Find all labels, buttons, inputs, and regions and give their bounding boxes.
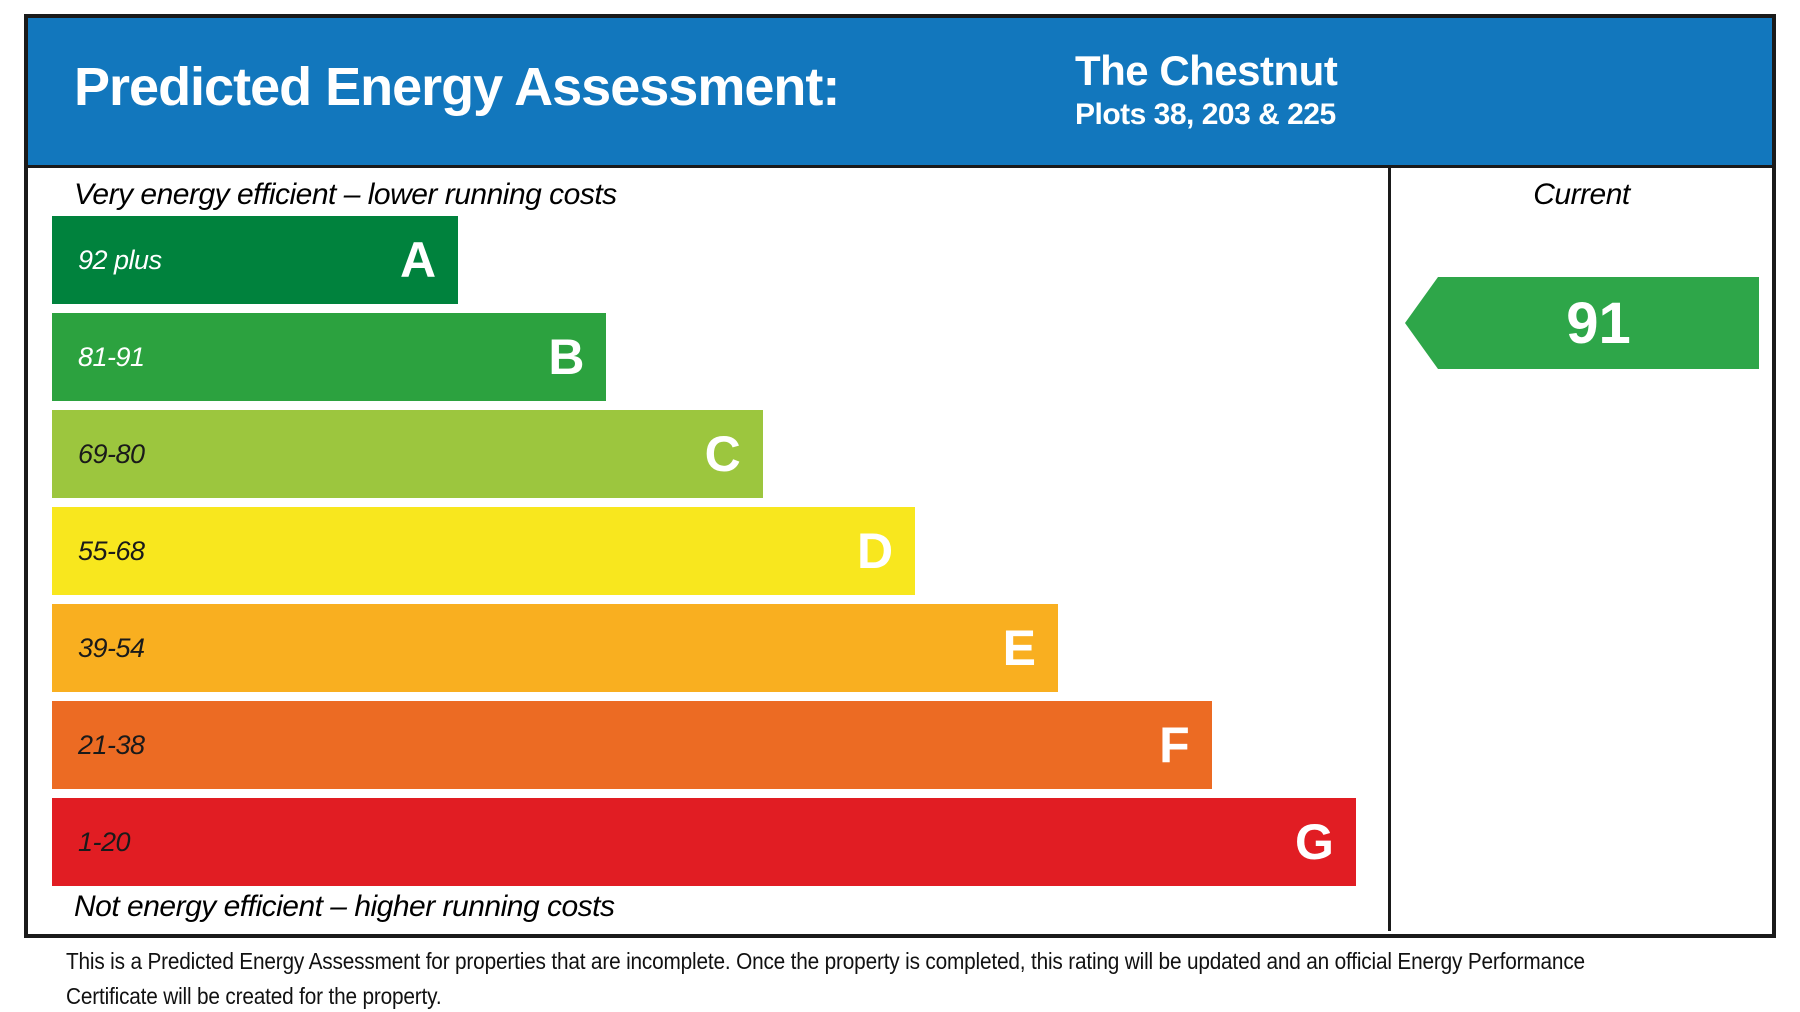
band-range-label: 55-68	[78, 535, 145, 566]
band-range-label: 69-80	[78, 438, 145, 469]
band-letter: D	[856, 523, 894, 579]
band-row-b: 81-91 B	[52, 313, 607, 401]
top-axis-label: Very energy efficient – lower running co…	[74, 178, 617, 211]
band-row-d: 55-68 D	[52, 507, 916, 595]
current-rating-panel: Current 91	[1391, 168, 1772, 931]
footer-disclaimer-line: This is a Predicted Energy Assessment fo…	[66, 948, 1585, 974]
rating-scale-panel: Very energy efficient – lower running co…	[28, 168, 1391, 931]
footer-disclaimer-line: Certificate will be created for the prop…	[66, 983, 442, 1009]
rating-bars: 92 plus A 81-91 B 69-80 C 55-68 D 39-54	[52, 168, 1388, 931]
band-letter: G	[1295, 814, 1334, 870]
current-column-header: Current	[1533, 178, 1630, 211]
band-row-c: 69-80 C	[52, 410, 763, 498]
band-row-f: 21-38 F	[52, 701, 1212, 789]
band-range-label: 1-20	[78, 826, 131, 857]
current-rating-arrow: 91	[1405, 277, 1759, 369]
bottom-axis-label: Not energy efficient – higher running co…	[74, 890, 615, 923]
page-title: Predicted Energy Assessment:	[74, 57, 840, 117]
band-range-label: 92 plus	[78, 244, 162, 275]
arrow-left-tip-icon	[1405, 277, 1438, 369]
footer-disclaimer: This is a Predicted Energy Assessment fo…	[66, 944, 1748, 1012]
band-row-e: 39-54 E	[52, 604, 1058, 692]
band-letter: B	[548, 329, 585, 385]
band-row-a: 92 plus A	[52, 216, 459, 304]
band-row-g: 1-20 G	[52, 798, 1356, 886]
band-letter: C	[704, 426, 741, 482]
property-plots: Plots 38, 203 & 225	[1075, 98, 1336, 131]
header-banner: Predicted Energy Assessment: The Chestnu…	[28, 18, 1772, 168]
band-range-label: 39-54	[78, 632, 145, 663]
property-name: The Chestnut	[1075, 47, 1338, 94]
band-letter: E	[1002, 620, 1036, 676]
band-range-label: 21-38	[78, 729, 145, 760]
current-rating-value: 91	[1438, 277, 1759, 369]
band-letter: A	[400, 232, 437, 288]
property-info: The Chestnut Plots 38, 203 & 225	[1075, 46, 1338, 134]
epc-chart-frame: Predicted Energy Assessment: The Chestnu…	[24, 14, 1776, 938]
band-range-label: 81-91	[78, 341, 145, 372]
band-letter: F	[1159, 717, 1190, 773]
